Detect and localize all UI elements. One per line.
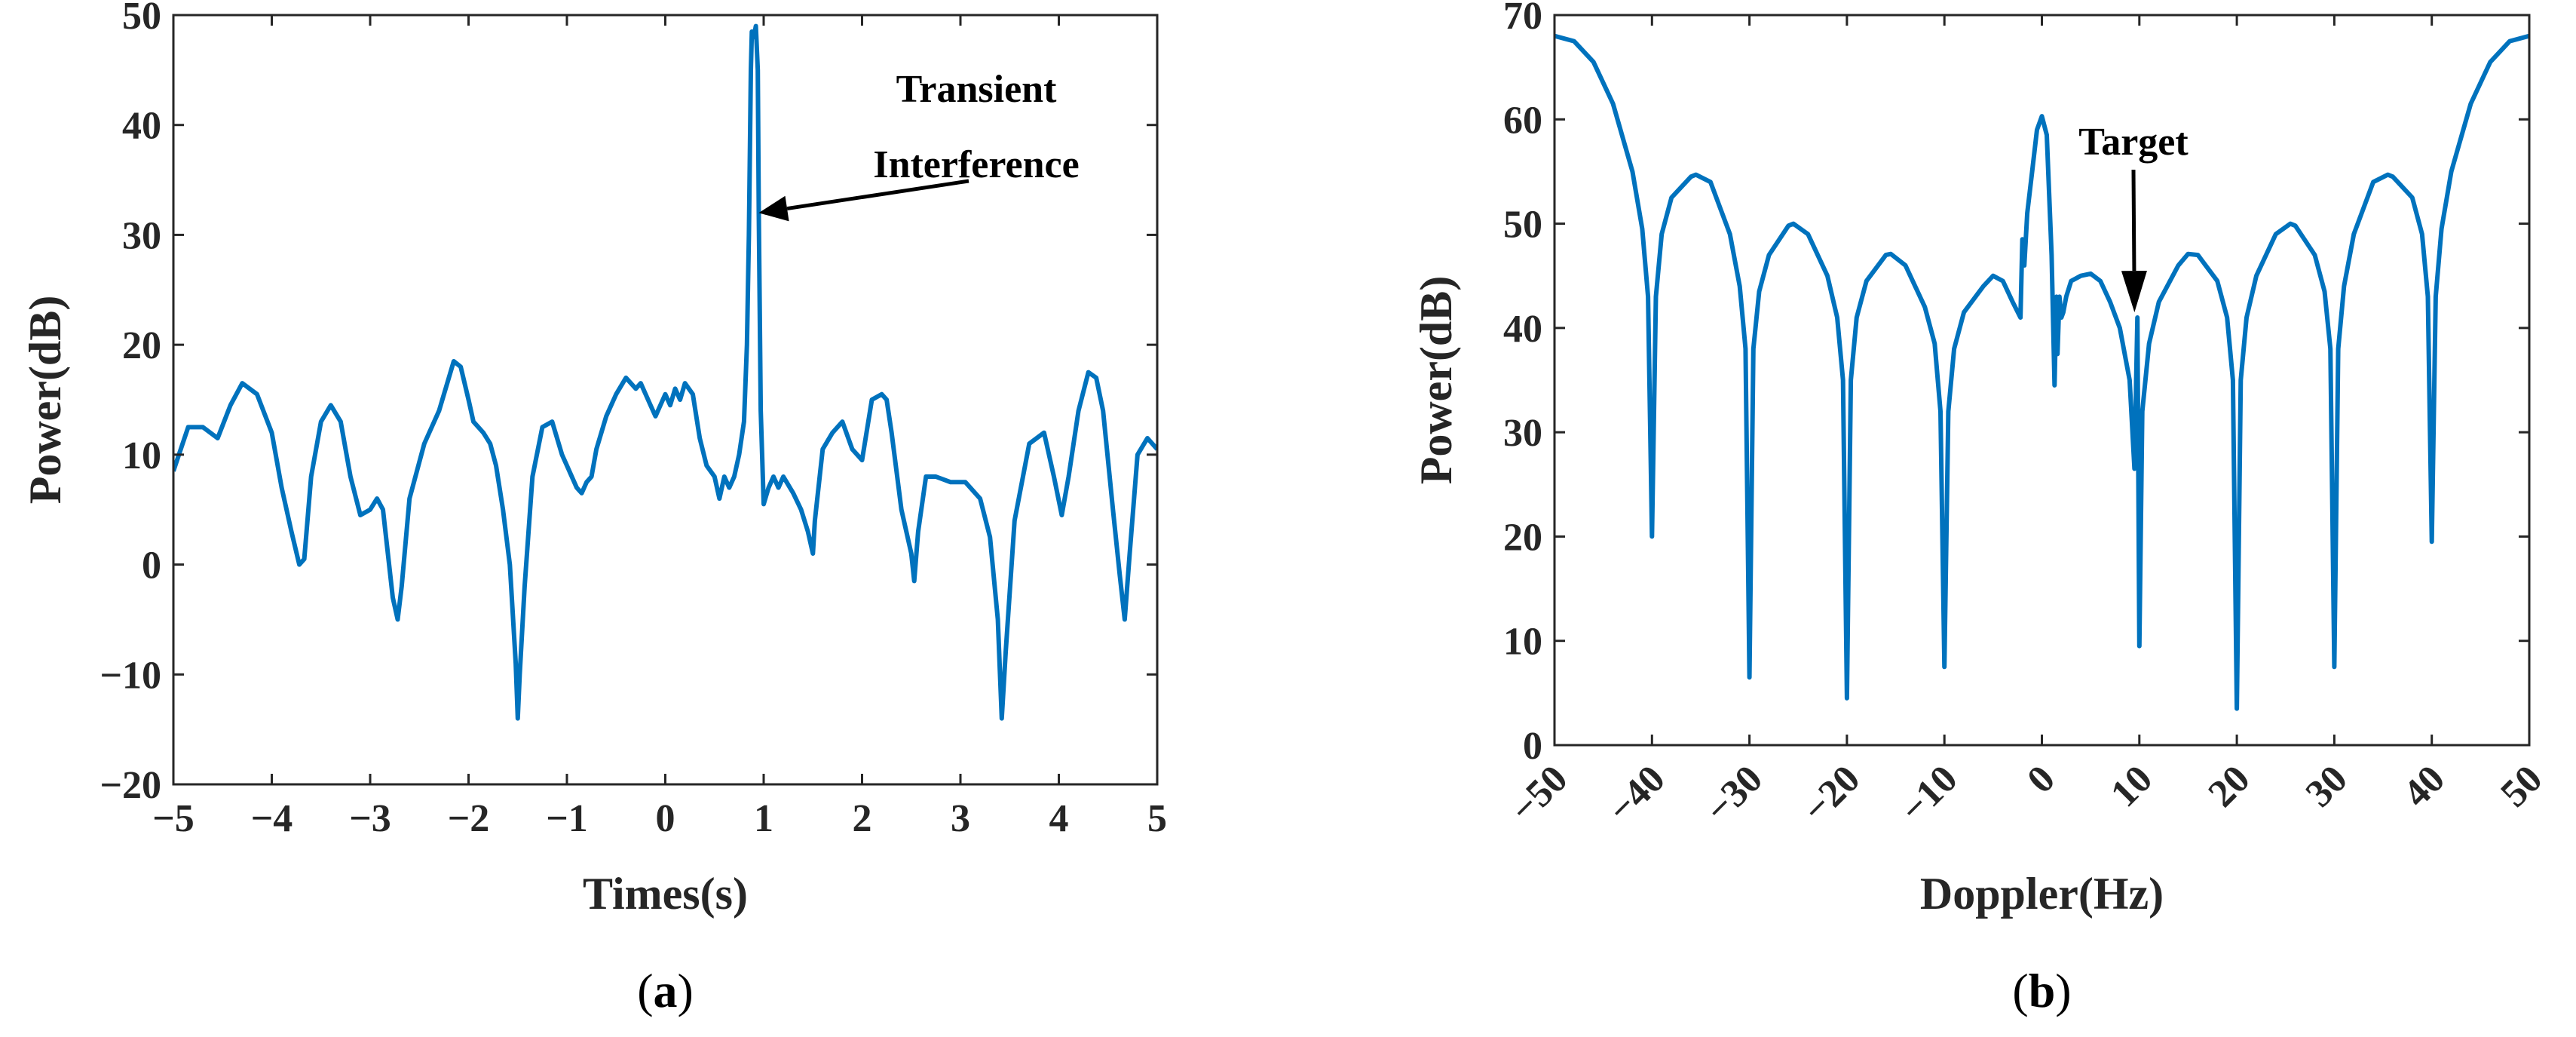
panel-a-x-tick-label: −1	[546, 797, 588, 840]
chart-panel-a: −5 −4 −3 −2 −1 0 1 2 3 4 5−20−1001020304050Times(s…	[20, 0, 1167, 1017]
panel-b-y-tick-label: 0	[1523, 725, 1542, 768]
panel-a-series-line-0	[173, 23, 1157, 721]
panel-b-x-tick-label: −40	[1600, 757, 1674, 831]
panel-b-x-tick-label: −50	[1502, 757, 1576, 831]
panel-b-x-tick-label: 10	[2103, 757, 2161, 815]
chart-panel-b: −50 −40 −30 −20 −10 0 10 20 30 40 50 0 10 20 30 40 50 60 7…	[1411, 0, 2550, 1017]
panel-a-panel-label-open: (	[637, 964, 653, 1017]
panel-b-y-tick-label: 40	[1503, 308, 1542, 351]
panel-b-x-tick-label: 30	[2298, 757, 2356, 815]
panel-b-y-tick-label: 50	[1503, 204, 1542, 247]
panel-b-y-tick-label: 60	[1503, 99, 1542, 142]
panel-b-y-tick-label: 10	[1503, 621, 1542, 664]
panel-a-x-tick-label: 0	[656, 797, 675, 840]
panel-a-panel-label-letter: a	[654, 964, 678, 1017]
panel-a-x-tick-label: 2	[853, 797, 872, 840]
panel-b-x-axis-label: Doppler(Hz)	[1920, 869, 2164, 919]
panel-b-annotation-text: Target	[2078, 121, 2189, 164]
panel-a-y-tick-label: 30	[122, 214, 161, 257]
panel-b-panel-label-open: (	[2012, 964, 2028, 1017]
panel-a-y-tick-label: 0	[142, 545, 161, 588]
panel-a-annotation-text: Interference	[873, 143, 1079, 186]
panel-b-series-line-0	[1554, 33, 2529, 711]
panel-b-x-tick-label: 50	[2492, 757, 2550, 815]
panel-a-annotation-arrow-head	[758, 195, 789, 222]
panel-a-y-tick-label: −20	[100, 764, 161, 807]
panel-b-x-tick-label: −10	[1892, 757, 1966, 831]
panel-b-y-tick-label: 30	[1503, 412, 1542, 455]
panel-b-x-tick-label: 20	[2201, 757, 2259, 815]
panel-b-annotation-arrow-shaft	[2131, 169, 2136, 272]
panel-b-y-tick-label: 70	[1503, 0, 1542, 38]
panel-a-y-tick-label: 40	[122, 105, 161, 148]
panel-b-x-tick-label: 0	[2019, 757, 2063, 802]
panel-b-annotation-arrow-head	[2121, 270, 2147, 313]
panel-a-x-tick-label: −4	[251, 797, 293, 840]
panel-a-x-tick-label: 3	[951, 797, 970, 840]
panel-a-x-tick-label: −3	[349, 797, 391, 840]
panel-a-y-tick-label: −10	[100, 654, 161, 697]
panel-b-y-tick-label: 20	[1503, 516, 1542, 559]
panel-a-panel-label-close: )	[678, 964, 694, 1017]
panel-a-x-tick-label: 5	[1147, 797, 1167, 840]
panel-b-x-tick-label: 40	[2395, 757, 2453, 815]
panel-a-x-tick-label: −2	[448, 797, 490, 840]
panel-a-y-tick-label: 20	[122, 324, 161, 367]
panel-b-panel-label-letter: b	[2029, 964, 2056, 1017]
panel-a-x-tick-label: −5	[152, 797, 195, 840]
panel-a-panel-label: (a)	[637, 964, 694, 1017]
panel-a-y-tick-label: 50	[122, 0, 161, 38]
panel-a-y-tick-label: 10	[122, 434, 161, 477]
panel-b-y-axis-label: Power(dB)	[1411, 276, 1461, 485]
panel-a-x-tick-label: 4	[1049, 797, 1069, 840]
panel-a-y-axis-label: Power(dB)	[20, 296, 70, 505]
panel-a-x-tick-label: 1	[754, 797, 773, 840]
panel-b-panel-label-close: )	[2055, 964, 2071, 1017]
panel-a-annotation-text: Transient	[896, 68, 1058, 111]
panel-b-panel-label: (b)	[2012, 964, 2071, 1017]
panel-b-x-tick-label: −20	[1794, 757, 1868, 831]
panel-a-x-axis-label: Times(s)	[583, 869, 748, 919]
panel-b-x-tick-label: −30	[1697, 757, 1771, 831]
panel-a-annotation-arrow-shaft	[786, 179, 969, 211]
